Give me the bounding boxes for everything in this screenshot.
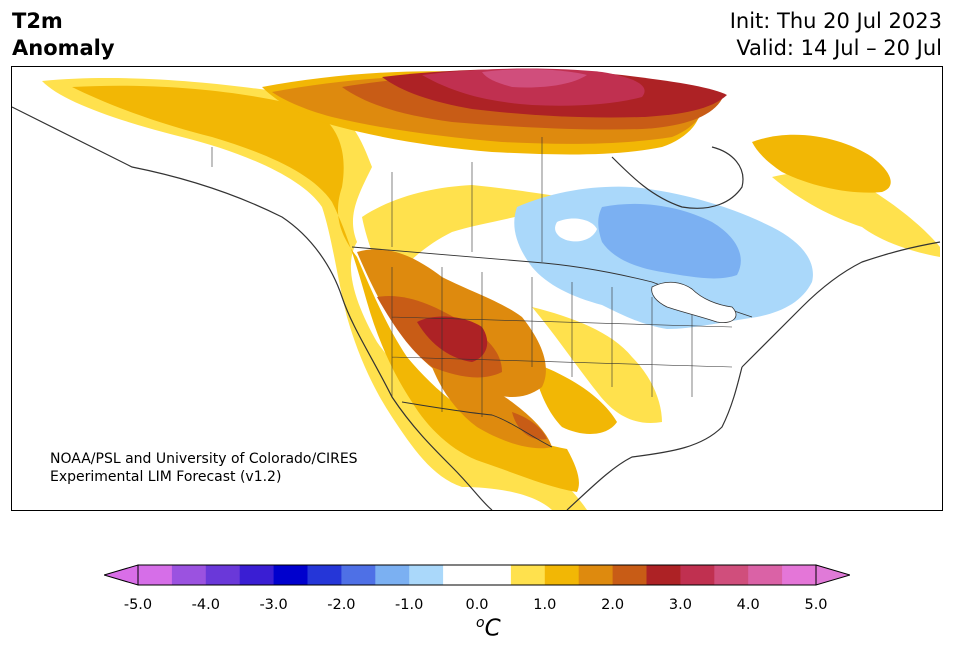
anomaly-contour-3p5c: [417, 316, 488, 362]
colorbar-segment: [646, 565, 681, 585]
unit-letter: C: [484, 615, 501, 642]
credit-text: NOAA/PSL and University of Colorado/CIRE…: [50, 450, 358, 486]
colorbar-segment: [612, 565, 647, 585]
colorbar-tick-label: -3.0: [259, 597, 288, 613]
great-lakes: [651, 281, 737, 324]
colorbar-segment: [239, 565, 275, 585]
colorbar-segment: [409, 565, 444, 585]
colorbar-tick-label: 4.0: [736, 597, 760, 613]
anomaly-contour-2c: [72, 85, 579, 492]
coastline-east: [741, 241, 941, 368]
colorbar-tick-label: 2.0: [601, 597, 625, 613]
variable-label: T2m: [12, 9, 63, 33]
anomaly-contour-2c-ne: [752, 134, 891, 193]
anomaly-contour-2c-south: [532, 362, 617, 434]
colorbar-segment: [205, 565, 241, 585]
hudson-bay-outline: [611, 146, 744, 209]
colorbar-tick-label: 3.0: [668, 597, 692, 613]
cool-spot-white: [555, 218, 597, 242]
colorbar-tick-label: -5.0: [123, 597, 153, 613]
anomaly-label: Anomaly: [12, 36, 115, 60]
colorbar-segment: [578, 565, 614, 585]
date-info: Init: Thu 20 Jul 2023 Valid: 14 Jul – 20…: [730, 8, 942, 62]
colorbar-segment: [714, 565, 749, 585]
colorbar-tick-label: -1.0: [395, 597, 424, 613]
colorbar-segment: [341, 565, 376, 585]
colorbar-segment: [680, 565, 715, 585]
coastline-west: [12, 106, 493, 510]
map-panel: NOAA/PSL and University of Colorado/CIRE…: [11, 66, 943, 511]
colorbar-tick-label: -2.0: [327, 597, 356, 613]
colorbar-segment: [748, 565, 783, 585]
colorbar-segment: [443, 565, 478, 585]
colorbar-tick-label: -4.0: [191, 597, 220, 613]
coastline-gulf: [566, 366, 743, 510]
colorbar-tick-label: 1.0: [533, 597, 557, 613]
colorbar-segment: [477, 565, 512, 585]
credit-line-1: NOAA/PSL and University of Colorado/CIRE…: [50, 451, 358, 467]
colorbar-tick-label: 0.0: [465, 597, 489, 613]
map-title: T2m Anomaly: [12, 8, 115, 62]
colorbar-segment: [544, 565, 580, 585]
colorbar-unit: oC: [476, 615, 501, 642]
unit-degree: o: [476, 615, 485, 631]
credit-line-2: Experimental LIM Forecast (v1.2): [50, 469, 282, 485]
colorbar-segment: [510, 565, 546, 585]
state-lines: [211, 137, 733, 417]
anomaly-contour-minus1p5c: [598, 203, 741, 279]
anomaly-contour-4p5c-arctic: [482, 69, 587, 88]
anomaly-contour-3c-sw: [512, 412, 547, 440]
anomaly-contour-1c-south: [532, 307, 662, 423]
colorbar-segment: [782, 565, 817, 585]
valid-range: Valid: 14 Jul – 20 Jul: [736, 36, 942, 60]
us-mexico-border: [401, 401, 553, 448]
colorbar-segment: [375, 565, 410, 585]
anomaly-contour-1c-ne: [772, 172, 940, 257]
colorbar-segment: [273, 565, 308, 585]
colorbar-segment: [138, 565, 173, 585]
colorbar-tick-label: 5.0: [804, 597, 828, 613]
init-date: Init: Thu 20 Jul 2023: [729, 9, 942, 33]
anomaly-map: [12, 68, 941, 510]
colorbar-outline: [137, 564, 817, 586]
colorbar: [104, 564, 850, 586]
colorbar-over-arrow: [815, 564, 850, 586]
colorbar-segment: [307, 565, 342, 585]
colorbar-segment: [171, 565, 207, 585]
colorbar-under-arrow: [104, 564, 139, 586]
